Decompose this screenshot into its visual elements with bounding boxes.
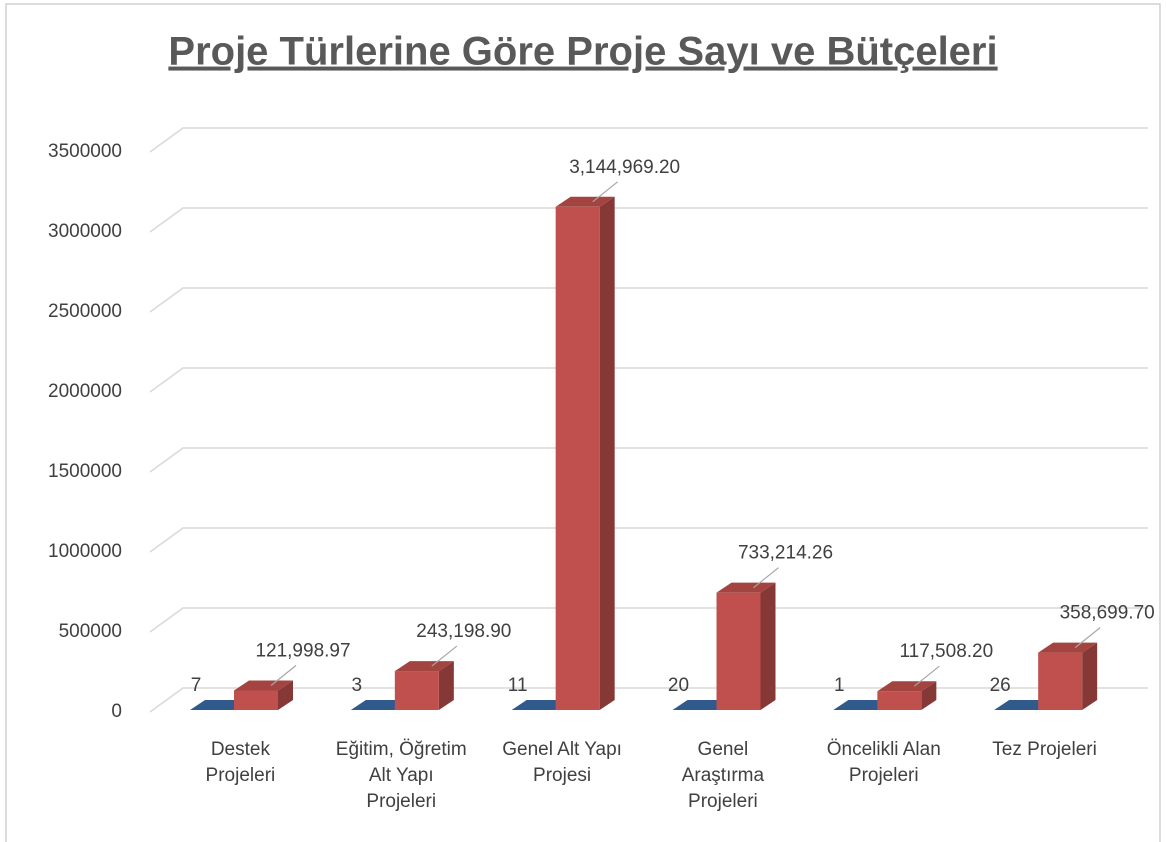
x-tick-label: Eğitim, Öğretim Alt Yapı Projeleri <box>335 739 467 812</box>
y-tick-label: 1000000 <box>48 541 122 562</box>
data-label: 733,214.26 <box>738 543 833 564</box>
data-label: 20 <box>668 675 689 696</box>
data-label: 11 <box>508 675 528 696</box>
leader-line <box>592 181 619 203</box>
bar-side <box>921 681 937 710</box>
bar-front <box>1038 652 1083 710</box>
data-label: 117,508.20 <box>899 641 993 662</box>
bar-front <box>877 691 922 710</box>
bar-front <box>555 206 600 710</box>
data-label: 3 <box>352 675 363 696</box>
bar <box>877 681 937 710</box>
y-tick-label: 3000000 <box>48 221 122 242</box>
grid-line <box>149 447 1148 473</box>
bar-top <box>877 681 937 692</box>
x-tick-label: Genel Araştırma Projeleri <box>681 739 765 812</box>
bar-top <box>394 661 454 672</box>
bar-front <box>716 592 761 710</box>
bar <box>555 196 615 710</box>
y-tick-label: 0 <box>111 701 122 722</box>
grid-line <box>149 287 1148 313</box>
grid-line <box>149 527 1148 553</box>
leader-line <box>270 665 297 686</box>
chart-border <box>5 3 1161 842</box>
data-label: 3,144,969.20 <box>569 157 680 178</box>
bar-side <box>278 680 293 710</box>
bar-front <box>394 671 439 710</box>
y-tick-label: 500000 <box>59 621 122 642</box>
grid-line <box>149 207 1148 233</box>
bar-side <box>438 661 454 710</box>
data-label: 243,198.90 <box>416 621 511 642</box>
data-label: 358,699.70 <box>1060 603 1155 624</box>
bar-front <box>234 690 278 710</box>
data-label: 26 <box>990 675 1011 696</box>
leader-line <box>913 665 940 687</box>
bar-top <box>555 196 615 207</box>
data-label: 1 <box>834 675 845 696</box>
x-tick-label: Destek Projeleri <box>205 739 276 786</box>
leader-line <box>1074 627 1101 649</box>
bar-side <box>1082 642 1098 710</box>
y-tick-label: 2000000 <box>48 381 122 402</box>
x-tick-label: Genel Alt Yapı Projesi <box>502 739 622 786</box>
bar <box>234 680 293 710</box>
bar <box>394 661 454 710</box>
data-label: 121,998.97 <box>255 640 350 661</box>
bar <box>716 582 776 710</box>
grid-line <box>149 687 1148 713</box>
bar <box>1038 642 1098 710</box>
x-tick-label: Öncelikli Alan Projeleri <box>826 739 941 786</box>
bar-top <box>716 582 776 593</box>
bar-side <box>599 196 615 710</box>
x-tick-label: Tez Projeleri <box>992 739 1097 760</box>
grid-line <box>149 127 1148 153</box>
y-tick-label: 3500000 <box>48 141 122 162</box>
leader-line <box>753 567 779 589</box>
bar-top <box>1038 642 1098 653</box>
data-label: 7 <box>191 675 202 696</box>
y-tick-label: 2500000 <box>48 301 122 322</box>
bar-top <box>234 680 293 691</box>
grid-line <box>149 367 1148 393</box>
bar-side <box>760 582 776 710</box>
leader-line <box>431 645 458 667</box>
y-tick-label: 1500000 <box>48 461 122 482</box>
grid-line <box>149 607 1148 633</box>
chart-title: Proje Türlerine Göre Proje Sayı ve Bütçe… <box>168 30 997 74</box>
